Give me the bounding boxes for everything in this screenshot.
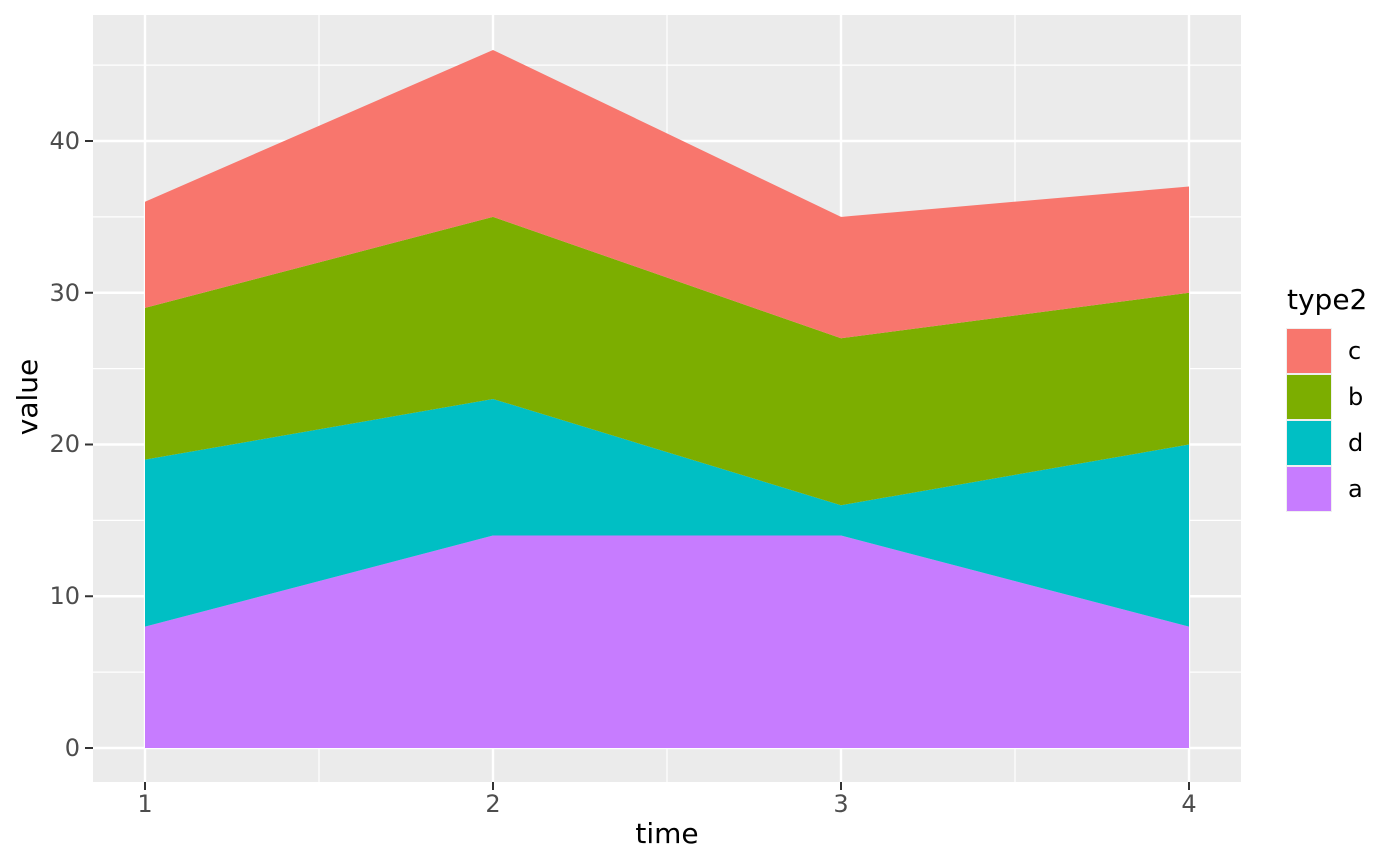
y-tick-label: 30 <box>49 279 80 307</box>
y-tick-label: 10 <box>49 582 80 610</box>
legend-label: c <box>1348 337 1362 365</box>
x-tick-label: 3 <box>833 790 849 818</box>
legend-item: a <box>1283 466 1398 512</box>
x-tick-label: 1 <box>137 790 153 818</box>
legend-label: d <box>1348 429 1364 457</box>
legend-swatch-a <box>1286 466 1332 512</box>
y-axis-title: value <box>11 358 44 436</box>
x-axis-title: time <box>635 817 699 850</box>
legend-label: a <box>1348 475 1363 503</box>
legend-items: c b d a <box>1283 328 1398 512</box>
legend-item: b <box>1283 374 1398 420</box>
legend-swatch-b <box>1286 374 1332 420</box>
x-tick-label: 2 <box>485 790 501 818</box>
legend-title: type2 <box>1287 283 1368 316</box>
y-tick-label: 40 <box>49 127 80 155</box>
legend-swatch-c <box>1286 328 1332 374</box>
legend-item: d <box>1283 420 1398 466</box>
legend-item: c <box>1283 328 1398 374</box>
y-tick-label: 0 <box>64 734 80 762</box>
x-tick-label: 4 <box>1181 790 1197 818</box>
y-tick-label: 20 <box>49 430 80 458</box>
legend: type2 c b d a <box>1283 283 1398 512</box>
legend-swatch-d <box>1286 420 1332 466</box>
legend-label: b <box>1348 383 1364 411</box>
